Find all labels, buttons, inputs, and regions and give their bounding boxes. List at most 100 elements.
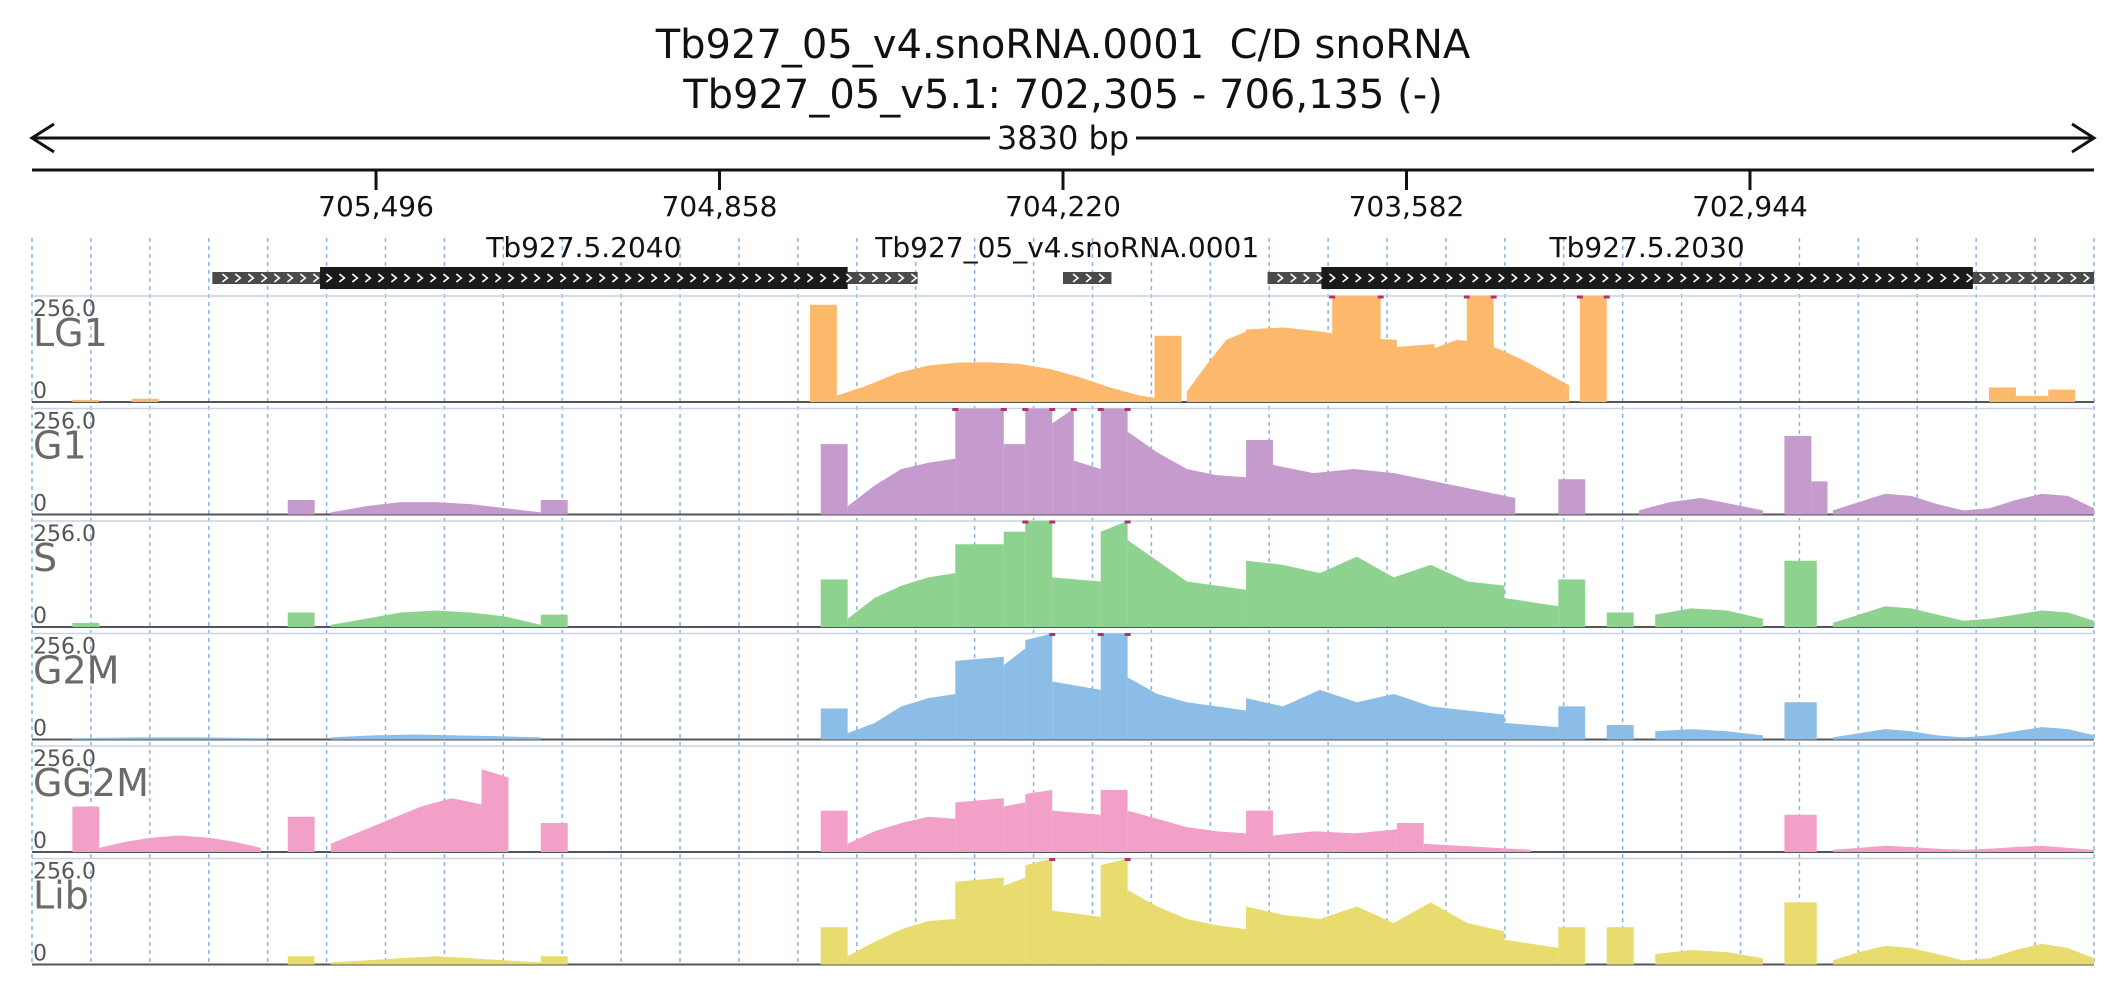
coverage-area: [1025, 408, 1053, 515]
coverage-area: [1246, 902, 1505, 965]
gene-feature[interactable]: Tb927.5.2030: [1267, 231, 2094, 289]
strand-arrow: [1472, 273, 1479, 283]
strand-arrow: [546, 273, 554, 283]
strand-arrow: [1758, 273, 1765, 283]
coverage-area: [1272, 464, 1516, 515]
strand-arrow: [793, 273, 801, 283]
coverage-area: [1832, 606, 2094, 627]
strand-arrow: [2005, 273, 2012, 283]
coverage-area: [1073, 460, 1101, 515]
coverage-area: [1558, 479, 1586, 515]
gene-feature[interactable]: Tb927.5.2040: [212, 231, 918, 289]
strand-arrow: [247, 273, 255, 283]
region-subtitle: Tb927_05_v5.1: 702,305 - 706,135 (-): [683, 72, 1443, 118]
coverage-area: [330, 502, 541, 515]
coverage-area: [1052, 577, 1101, 627]
strand-arrow: [598, 273, 606, 283]
coverage-area: [540, 500, 568, 515]
strand-arrow: [1329, 273, 1336, 283]
coverage-area: [847, 816, 956, 852]
coverage-area: [287, 612, 315, 627]
coverage-area: [1655, 950, 1763, 965]
strand-arrow: [1316, 273, 1323, 283]
strand-arrow: [1875, 273, 1882, 283]
strand-arrow: [1277, 273, 1284, 283]
coverage-area: [1003, 877, 1026, 965]
strand-arrow: [520, 273, 528, 283]
tick-label: 702,944: [1692, 190, 1808, 223]
coverage-area: [1606, 725, 1634, 740]
coverage-area: [1127, 431, 1247, 515]
strand-arrow: [1563, 273, 1570, 283]
strand-arrow: [1446, 273, 1453, 283]
strand-arrow: [533, 273, 541, 283]
track-label: G1: [33, 424, 87, 468]
strand-arrow: [1771, 273, 1778, 283]
coverage-area: [1832, 845, 2094, 852]
coverage-area: [1246, 689, 1505, 740]
coverage-area: [1558, 927, 1586, 965]
strand-arrow: [312, 273, 320, 283]
coverage-area: [955, 798, 1004, 852]
coverage-area: [1127, 889, 1247, 965]
coverage-area: [1052, 910, 1101, 965]
coverage-area: [1127, 540, 1247, 627]
track-s: 256.0 0 S: [32, 520, 2094, 629]
tick-label: 704,858: [662, 190, 778, 223]
strand-arrow: [1888, 273, 1895, 283]
strand-arrow: [1849, 273, 1856, 283]
coverage-area: [820, 927, 848, 965]
coverage-area: [287, 956, 315, 965]
strand-arrow: [1654, 273, 1661, 283]
coverage-area: [1655, 608, 1763, 627]
coverage-area: [1504, 598, 1559, 627]
strand-arrow: [637, 273, 645, 283]
strand-arrow: [273, 273, 281, 283]
coverage-area: [1052, 810, 1101, 852]
strand-arrow: [442, 273, 450, 283]
y-min-label: 0: [33, 492, 47, 517]
strand-arrow: [585, 273, 593, 283]
strand-arrow: [507, 273, 515, 283]
coverage-area: [481, 769, 509, 852]
strand-arrow: [1940, 273, 1947, 283]
coverage-area: [72, 399, 100, 402]
strand-arrow: [754, 273, 762, 283]
coverage-area: [847, 458, 956, 515]
strand-arrow: [1914, 273, 1921, 283]
strand-arrow: [1979, 273, 1986, 283]
strand-arrow: [1836, 273, 1843, 283]
strand-arrow: [2057, 273, 2064, 283]
strand-arrow: [1085, 273, 1093, 283]
gene-label: Tb927_05_v4.snoRNA.0001: [874, 231, 1259, 264]
strand-arrow: [1576, 273, 1583, 283]
strand-arrow: [1381, 273, 1388, 283]
strand-arrow: [1290, 273, 1297, 283]
coverage-area: [1784, 702, 1817, 740]
y-max-label: 256.0: [33, 860, 96, 885]
strand-arrow: [806, 273, 814, 283]
coverage-area: [1579, 296, 1607, 402]
strand-arrow: [1537, 273, 1544, 283]
coverage-area: [99, 835, 261, 852]
track-lib: 256.0 0 Lib: [32, 857, 2094, 967]
strand-arrow: [819, 273, 827, 283]
coverage-area: [1606, 927, 1634, 965]
coverage-area: [1811, 481, 1828, 515]
coverage-area: [847, 918, 956, 965]
coverage-area: [330, 610, 541, 627]
strand-arrow: [1072, 273, 1080, 283]
y-min-label: 0: [33, 942, 47, 967]
coverage-area: [1639, 497, 1763, 515]
strand-arrow: [455, 273, 463, 283]
strand-arrow: [910, 273, 918, 283]
strand-arrow: [2070, 273, 2077, 283]
gene-label: Tb927.5.2030: [1549, 231, 1745, 264]
strand-arrow: [260, 273, 268, 283]
strand-arrow: [1394, 273, 1401, 283]
coverage-area: [955, 408, 1004, 515]
coverage-area: [287, 500, 315, 515]
track-g2m: 256.0 0 G2M: [32, 632, 2094, 742]
gene-feature[interactable]: Tb927_05_v4.snoRNA.0001: [874, 231, 1259, 284]
